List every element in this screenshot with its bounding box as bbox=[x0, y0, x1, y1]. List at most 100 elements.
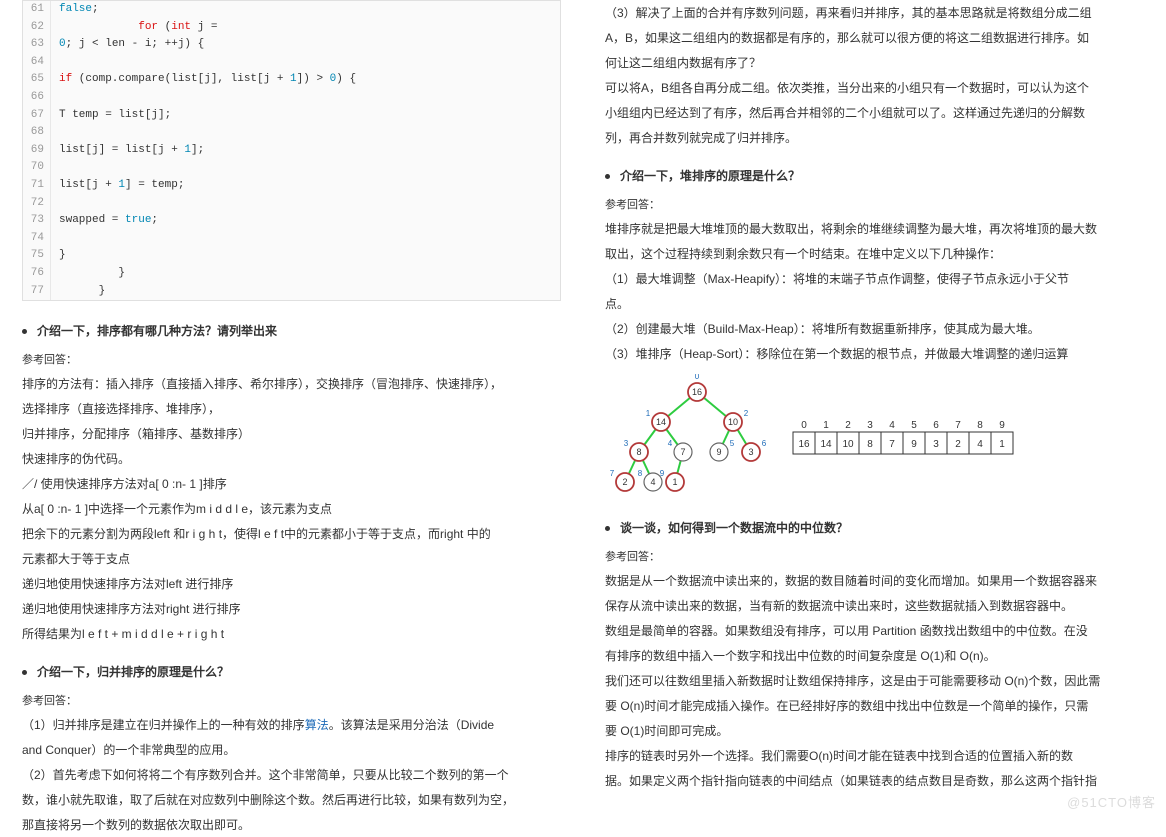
para: 归并排序，分配排序（箱排序、基数排序） bbox=[22, 422, 561, 446]
para: 递归地使用快速排序方法对right 进行排序 bbox=[22, 597, 561, 621]
svg-text:14: 14 bbox=[656, 417, 666, 427]
svg-text:3: 3 bbox=[933, 439, 939, 450]
ref-label: 参考回答： bbox=[22, 690, 561, 712]
para: 取出，这个过程持续到剩余数只有一个时结束。在堆中定义以下几种操作： bbox=[605, 242, 1144, 266]
line-number: 61 bbox=[23, 1, 51, 19]
svg-text:4: 4 bbox=[889, 420, 895, 431]
ref-label: 参考回答： bbox=[605, 546, 1144, 568]
heading-text: 谈一谈，如何得到一个数据流中的中位数？ bbox=[620, 516, 848, 540]
para: 堆排序就是把最大堆堆顶的最大数取出，将剩余的堆继续调整为最大堆，再次将堆顶的最大… bbox=[605, 217, 1144, 241]
svg-text:9: 9 bbox=[716, 447, 721, 457]
algorithm-link[interactable]: 算法 bbox=[305, 718, 329, 732]
code-text: false; bbox=[51, 1, 99, 19]
heap-tree-diagram: 16014110283749536274819 bbox=[605, 374, 775, 502]
para: （3）堆排序（Heap-Sort）：移除位在第一个数据的根节点，并做最大堆调整的… bbox=[605, 342, 1144, 366]
para: 把余下的元素分割为两段left 和r i g h t，使得l e f t中的元素… bbox=[22, 522, 561, 546]
svg-text:1: 1 bbox=[999, 439, 1005, 450]
para: 有排序的数组中插入一个数字和找出中位数的时间复杂度是 O(1)和 O(n)。 bbox=[605, 644, 1144, 668]
bullet-icon bbox=[22, 329, 27, 334]
code-line: 73swapped = true; bbox=[23, 212, 560, 230]
svg-text:7: 7 bbox=[610, 469, 615, 478]
svg-text:7: 7 bbox=[889, 439, 895, 450]
line-number: 62 bbox=[23, 19, 51, 37]
svg-text:9: 9 bbox=[911, 439, 917, 450]
code-line: 76 } bbox=[23, 265, 560, 283]
line-number: 76 bbox=[23, 265, 51, 283]
svg-text:4: 4 bbox=[977, 439, 983, 450]
code-line: 630; j < len - i; ++j) { bbox=[23, 36, 560, 54]
heading-text: 介绍一下，归并排序的原理是什么？ bbox=[37, 660, 229, 684]
svg-text:9: 9 bbox=[999, 420, 1005, 431]
code-line: 74 bbox=[23, 230, 560, 248]
code-text: } bbox=[51, 247, 66, 265]
code-line: 67T temp = list[j]; bbox=[23, 107, 560, 125]
text: 。该算法是采用分治法（Divide bbox=[329, 718, 494, 732]
svg-text:8: 8 bbox=[867, 439, 873, 450]
svg-text:7: 7 bbox=[955, 420, 961, 431]
code-text: if (comp.compare(list[j], list[j + 1]) >… bbox=[51, 71, 356, 89]
para: 要 O(n)时间才能完成插入操作。在已经排好序的数组中找出中位数是一个简单的操作… bbox=[605, 694, 1144, 718]
para: （2）创建最大堆（Build-Max-Heap）：将堆所有数据重新排序，使其成为… bbox=[605, 317, 1144, 341]
svg-text:2: 2 bbox=[845, 420, 851, 431]
para: 可以将A，B组各自再分成二组。依次类推，当分出来的小组只有一个数据时，可以认为这… bbox=[605, 76, 1144, 100]
code-text: 0; j < len - i; ++j) { bbox=[51, 36, 204, 54]
line-number: 75 bbox=[23, 247, 51, 265]
bullet-icon bbox=[22, 670, 27, 675]
heap-figure: 16014110283749536274819 0123456789161410… bbox=[605, 374, 1144, 502]
line-number: 70 bbox=[23, 159, 51, 177]
line-number: 68 bbox=[23, 124, 51, 142]
para: （3）解决了上面的合并有序数列问题，再来看归并排序，其的基本思路就是将数组分成二… bbox=[605, 1, 1144, 25]
svg-text:3: 3 bbox=[748, 447, 753, 457]
heading-heap-sort: 介绍一下，堆排序的原理是什么？ bbox=[605, 164, 1144, 188]
para: 元素都大于等于支点 bbox=[22, 547, 561, 571]
code-block: 61false;62 for (int j =630; j < len - i;… bbox=[22, 0, 561, 301]
line-number: 69 bbox=[23, 142, 51, 160]
para: 我们还可以往数组里插入新数据时让数组保持排序，这是由于可能需要移动 O(n)个数… bbox=[605, 669, 1144, 693]
svg-text:16: 16 bbox=[798, 439, 810, 450]
para: 数据是从一个数据流中读出来的，数据的数目随着时间的变化而增加。如果用一个数据容器… bbox=[605, 569, 1144, 593]
line-number: 71 bbox=[23, 177, 51, 195]
para: 小组组内已经达到了有序，然后再合并相邻的二个小组就可以了。这样通过先递归的分解数 bbox=[605, 101, 1144, 125]
para: 选择排序（直接选择排序、堆排序）， bbox=[22, 397, 561, 421]
svg-text:6: 6 bbox=[933, 420, 939, 431]
left-column: 61false;62 for (int j =630; j < len - i;… bbox=[0, 0, 583, 817]
heading-sort-methods: 介绍一下，排序都有哪几种方法？请列举出来 bbox=[22, 319, 561, 343]
code-line: 66 bbox=[23, 89, 560, 107]
line-number: 73 bbox=[23, 212, 51, 230]
para: 所得结果为l e f t + m i d d l e + r i g h t bbox=[22, 622, 561, 646]
para: ／/ 使用快速排序方法对a[ 0 :n- 1 ]排序 bbox=[22, 472, 561, 496]
code-line: 68 bbox=[23, 124, 560, 142]
para: （1）最大堆调整（Max-Heapify）：将堆的末端子节点作调整，使得子节点永… bbox=[605, 267, 1144, 291]
code-text: for (int j = bbox=[51, 19, 217, 37]
code-line: 75} bbox=[23, 247, 560, 265]
code-text bbox=[51, 195, 59, 213]
code-line: 72 bbox=[23, 195, 560, 213]
code-text: list[j + 1] = temp; bbox=[51, 177, 184, 195]
svg-text:1: 1 bbox=[672, 477, 677, 487]
watermark: @51CTO博客 bbox=[1067, 792, 1156, 811]
para: 据。如果定义两个指针指向链表的中间结点（如果链表的结点数目是奇数，那么这两个指针… bbox=[605, 769, 1144, 793]
code-text: swapped = true; bbox=[51, 212, 158, 230]
para: 数，谁小就先取谁，取了后就在对应数列中删除这个数。然后再进行比较，如果有数列为空… bbox=[22, 788, 561, 812]
page-container: 61false;62 for (int j =630; j < len - i;… bbox=[0, 0, 1166, 817]
code-text bbox=[51, 89, 59, 107]
para: A，B，如果这二组组内的数据都是有序的，那么就可以很方便的将这二组数据进行排序。… bbox=[605, 26, 1144, 50]
heap-array-diagram: 01234567891614108793241 bbox=[791, 416, 1031, 460]
bullet-icon bbox=[605, 174, 610, 179]
svg-text:10: 10 bbox=[842, 439, 854, 450]
para: （1）归并排序是建立在归并操作上的一种有效的排序算法。该算法是采用分治法（Div… bbox=[22, 713, 561, 737]
svg-text:5: 5 bbox=[911, 420, 917, 431]
svg-text:2: 2 bbox=[955, 439, 961, 450]
para: 数组是最简单的容器。如果数组没有排序，可以用 Partition 函数找出数组中… bbox=[605, 619, 1144, 643]
ref-label: 参考回答： bbox=[22, 349, 561, 371]
code-text: T temp = list[j]; bbox=[51, 107, 171, 125]
code-text bbox=[51, 159, 59, 177]
line-number: 65 bbox=[23, 71, 51, 89]
line-number: 64 bbox=[23, 54, 51, 72]
code-line: 64 bbox=[23, 54, 560, 72]
ref-label: 参考回答： bbox=[605, 194, 1144, 216]
svg-text:0: 0 bbox=[695, 374, 700, 381]
para: 何让这二组组内数据有序了？ bbox=[605, 51, 1144, 75]
bullet-icon bbox=[605, 526, 610, 531]
code-text bbox=[51, 54, 59, 72]
